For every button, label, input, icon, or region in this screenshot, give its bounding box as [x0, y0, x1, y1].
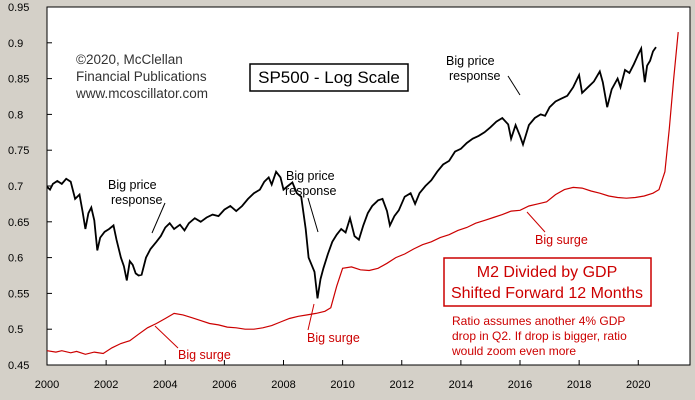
copyright-line-1: ©2020, McClellan	[76, 52, 183, 67]
y-tick-label: 0.6	[8, 253, 23, 265]
annotation-arrow-surge-2004	[154, 325, 179, 349]
annotation-price-response-2002-line1: Big price	[108, 178, 157, 192]
x-tick-label: 2002	[94, 379, 118, 391]
annotation-arrow-surge-2009	[307, 303, 315, 331]
m2-label-line1: M2 Divided by GDP	[477, 264, 618, 281]
y-tick-label: 0.9	[8, 38, 23, 50]
x-tick-label: 2010	[330, 379, 354, 391]
ratio-note-line2: drop in Q2. If drop is bigger, ratio	[452, 329, 627, 343]
annotation-arrow-surge-2018	[526, 211, 546, 233]
y-tick-label: 0.45	[8, 360, 29, 372]
x-tick-label: 2004	[153, 379, 177, 391]
annotation-price-response-2002-line2: response	[111, 193, 162, 207]
annotation-surge-2004: Big surge	[178, 348, 231, 362]
x-tick-label: 2020	[626, 379, 650, 391]
annotation-arrow-price-2002	[151, 202, 166, 234]
y-tick-label: 0.8	[8, 109, 23, 121]
y-tick-label: 0.55	[8, 288, 29, 300]
copyright-line-3: www.mcoscillator.com	[75, 86, 208, 101]
x-tick-label: 2012	[390, 379, 414, 391]
annotation-arrow-price-2009	[307, 197, 319, 233]
chart-title: SP500 - Log Scale	[258, 68, 400, 87]
y-tick-label: 0.85	[8, 74, 29, 86]
x-axis: 2000 2002 2004 2006 2008 2010 2012 2014 2016 2018…	[35, 360, 651, 391]
annotation-arrow-price-2017	[507, 75, 521, 96]
y-tick-label: 0.5	[8, 324, 23, 336]
y-tick-label: 0.75	[8, 145, 29, 157]
annotation-price-response-2009-line2: response	[285, 184, 336, 198]
x-tick-label: 2014	[449, 379, 473, 391]
copyright-line-2: Financial Publications	[76, 69, 207, 84]
annotation-price-response-2009-line1: Big price	[286, 169, 335, 183]
y-axis: 0.45 0.5 0.55 0.6 0.65 0.7 0.75 0.8 0.85 0.9 0.95	[8, 2, 52, 372]
ratio-note-line1: Ratio assumes another 4% GDP	[452, 314, 625, 328]
x-tick-label: 2016	[508, 379, 532, 391]
x-tick-label: 2000	[35, 379, 59, 391]
y-tick-label: 0.65	[8, 217, 29, 229]
x-tick-label: 2006	[212, 379, 236, 391]
m2-label-line2: Shifted Forward 12 Months	[451, 285, 643, 302]
y-tick-label: 0.95	[8, 2, 29, 14]
ratio-note-line3: would zoom even more	[451, 344, 576, 358]
annotation-surge-2018: Big surge	[535, 233, 588, 247]
annotation-price-response-2017-line2: response	[449, 69, 500, 83]
title-box	[249, 63, 409, 92]
y-tick-label: 0.7	[8, 181, 23, 193]
annotation-price-response-2017-line1: Big price	[446, 54, 495, 68]
x-tick-label: 2008	[271, 379, 295, 391]
series-line-sp500	[46, 45, 657, 299]
x-tick-label: 2018	[567, 379, 591, 391]
m2-label-box	[443, 257, 652, 307]
annotation-surge-2009: Big surge	[307, 331, 360, 345]
series-line-m2	[46, 32, 679, 355]
